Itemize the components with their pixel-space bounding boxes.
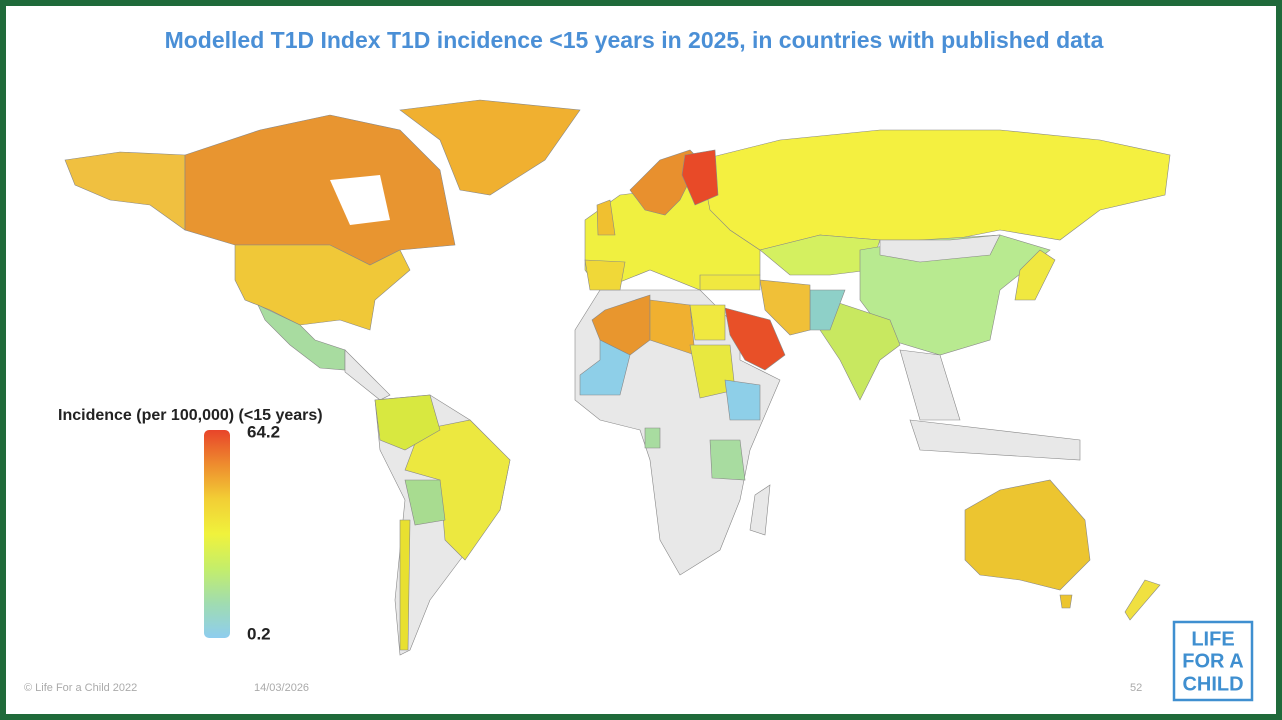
legend-title: Incidence (per 100,000) (<15 years) bbox=[58, 407, 323, 424]
footer-date: 14/03/2026 bbox=[254, 682, 309, 694]
page-number: 52 bbox=[1130, 682, 1142, 694]
color-bar bbox=[204, 430, 230, 638]
logo: LIFE FOR A CHILD bbox=[1172, 620, 1254, 702]
logo-line: CHILD bbox=[1182, 673, 1243, 695]
world-map bbox=[64, 99, 1171, 656]
slide-title: Modelled T1D Index T1D incidence <15 yea… bbox=[165, 27, 1104, 53]
legend: Incidence (per 100,000) (<15 years) 64.2… bbox=[58, 407, 323, 643]
footer-copyright: © Life For a Child 2022 bbox=[24, 682, 137, 694]
map-slide: Modelled T1D Index T1D incidence <15 yea… bbox=[24, 27, 1254, 702]
logo-line: FOR A bbox=[1182, 650, 1243, 672]
legend-max: 64.2 bbox=[247, 422, 280, 441]
legend-min: 0.2 bbox=[247, 624, 271, 643]
logo-line: LIFE bbox=[1191, 628, 1234, 650]
slide: Modelled T1D Index T1D incidence <15 yea… bbox=[6, 6, 1276, 714]
